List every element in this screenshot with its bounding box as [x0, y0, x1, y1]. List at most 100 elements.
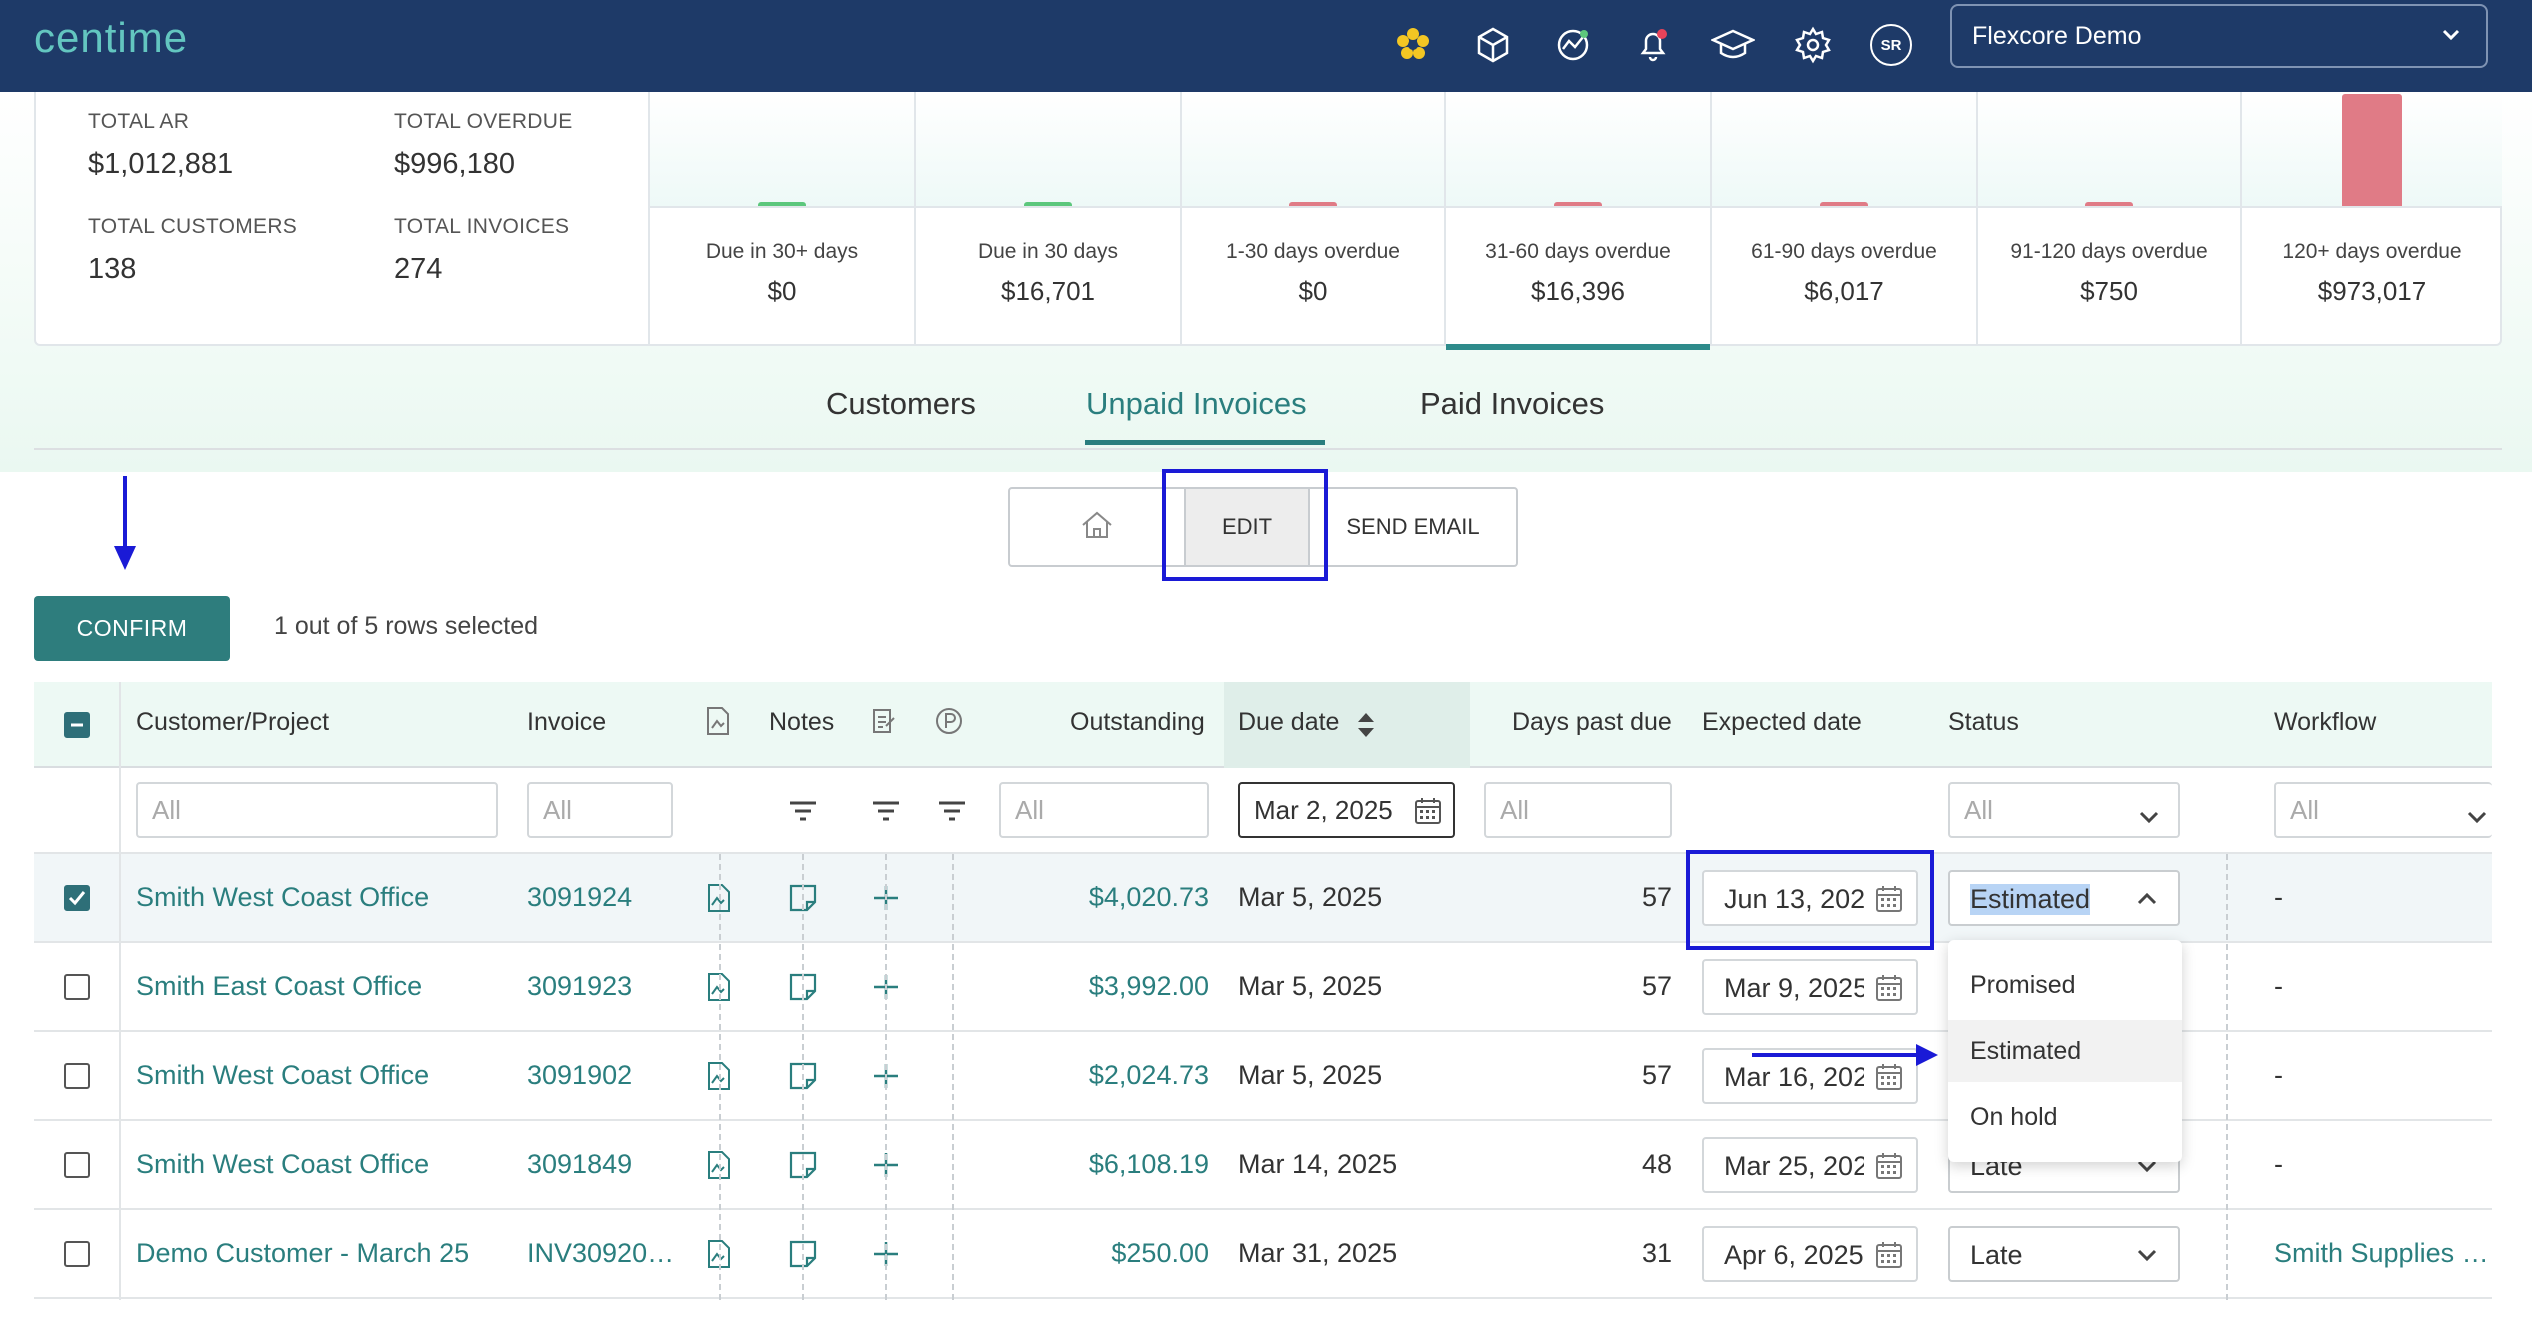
days-past-due-filter-input[interactable]: All: [1484, 782, 1672, 838]
expected-date-input[interactable]: Mar 16, 2025: [1702, 1048, 1918, 1104]
header-outstanding[interactable]: Outstanding: [1070, 708, 1205, 736]
note-icon[interactable]: [788, 972, 818, 1007]
aging-bucket[interactable]: 91-120 days overdue $750: [1976, 92, 2240, 346]
rows-selected-text: 1 out of 5 rows selected: [274, 612, 539, 640]
row-checkbox[interactable]: [64, 1063, 90, 1089]
aging-bucket[interactable]: 1-30 days overdue $0: [1180, 92, 1444, 346]
account-select[interactable]: Flexcore Demo: [1950, 4, 2488, 68]
customer-link[interactable]: Demo Customer - March 25: [136, 1238, 470, 1268]
send-email-button[interactable]: SEND EMAIL: [1346, 514, 1480, 539]
calendar-icon[interactable]: [1874, 973, 1904, 1008]
due-date-filter-input[interactable]: Mar 2, 2025: [1238, 782, 1455, 838]
status-option-estimated[interactable]: Estimated: [1948, 1020, 2182, 1082]
header-days-past-due[interactable]: Days past due: [1512, 708, 1672, 736]
flower-icon[interactable]: [1388, 20, 1438, 70]
row-checkbox[interactable]: [64, 1241, 90, 1267]
note-icon[interactable]: [788, 883, 818, 918]
sort-icon[interactable]: [1356, 710, 1376, 745]
header-invoice[interactable]: Invoice: [527, 708, 607, 736]
tab-unpaid-invoices[interactable]: Unpaid Invoices: [1086, 386, 1307, 421]
total-invoices-value: 274: [394, 253, 443, 285]
header-notes[interactable]: Notes: [769, 708, 835, 736]
customer-link[interactable]: Smith West Coast Office: [136, 1149, 430, 1179]
annotation-arrow-right: [1752, 1044, 1938, 1066]
header-expected-date[interactable]: Expected date: [1702, 708, 1862, 736]
tab-customers[interactable]: Customers: [826, 386, 976, 421]
calendar-icon[interactable]: [1874, 1062, 1904, 1097]
note-icon[interactable]: [788, 1061, 818, 1096]
calendar-icon[interactable]: [1874, 884, 1904, 919]
invoice-link[interactable]: 3091924: [527, 882, 633, 912]
table-row[interactable]: [34, 1121, 2492, 1210]
home-button[interactable]: [1010, 489, 1184, 565]
bucket-value: $16,396: [1531, 276, 1625, 306]
expected-date-input[interactable]: Apr 6, 2025: [1702, 1226, 1918, 1282]
status-filter-value: All: [1964, 794, 1993, 825]
header-customer[interactable]: Customer/Project: [136, 708, 330, 736]
bucket-chart-area: [1712, 92, 1976, 208]
filter-icon[interactable]: [788, 800, 818, 827]
tab-paid-invoices[interactable]: Paid Invoices: [1420, 386, 1605, 421]
total-ar-value: $1,012,881: [88, 148, 234, 180]
customer-link[interactable]: Smith West Coast Office: [136, 882, 430, 912]
expected-date-value: Mar 9, 2025: [1724, 973, 1864, 1003]
row-checkbox[interactable]: [64, 1152, 90, 1178]
settings-gear-icon[interactable]: [1788, 20, 1838, 70]
header-status[interactable]: Status: [1948, 708, 2019, 736]
expected-date-value: Jun 13, 2025: [1724, 884, 1864, 914]
invoice-filter-input[interactable]: All: [527, 782, 673, 838]
aging-bucket[interactable]: Due in 30 days $16,701: [914, 92, 1180, 346]
header-due-date[interactable]: Due date: [1238, 708, 1340, 736]
invoice-link[interactable]: 3091849: [527, 1149, 633, 1179]
customer-filter-input[interactable]: All: [136, 782, 498, 838]
aging-bucket[interactable]: 120+ days overdue $973,017: [2240, 92, 2502, 346]
expected-date-input[interactable]: Mar 9, 2025: [1702, 959, 1918, 1015]
workflow-filter-select[interactable]: All: [2274, 782, 2492, 838]
note-icon[interactable]: [788, 1239, 818, 1274]
cube-icon[interactable]: [1468, 20, 1518, 70]
analytics-icon[interactable]: [1548, 20, 1598, 70]
invoice-link[interactable]: 3091923: [527, 971, 633, 1001]
select-all-checkbox[interactable]: [64, 712, 90, 738]
bucket-value: $0: [1298, 276, 1328, 306]
calendar-icon[interactable]: [1874, 1240, 1904, 1275]
workflow-link[interactable]: Smith Supplies …: [2274, 1238, 2488, 1268]
note-icon[interactable]: [788, 1150, 818, 1185]
invoice-link[interactable]: 3091902: [527, 1060, 633, 1090]
row-checkbox[interactable]: [64, 974, 90, 1000]
calendar-icon[interactable]: [1874, 1151, 1904, 1186]
status-filter-select[interactable]: All: [1948, 782, 2180, 838]
invoice-link[interactable]: INV30920…: [527, 1238, 675, 1268]
customer-link[interactable]: Smith West Coast Office: [136, 1060, 430, 1090]
bucket-chart-area: [650, 92, 914, 208]
table-row[interactable]: [34, 1032, 2492, 1121]
outstanding-filter-input[interactable]: All: [999, 782, 1209, 838]
bucket-bar: [1820, 202, 1868, 206]
filter-icon[interactable]: [871, 800, 901, 827]
header-workflow[interactable]: Workflow: [2274, 708, 2377, 736]
table-row[interactable]: [34, 943, 2492, 1032]
total-overdue-label: TOTAL OVERDUE: [394, 110, 573, 133]
notification-bell-icon[interactable]: [1628, 20, 1678, 70]
aging-bucket[interactable]: 31-60 days overdue $16,396: [1444, 92, 1710, 350]
expected-date-input[interactable]: Mar 25, 2025: [1702, 1137, 1918, 1193]
user-avatar[interactable]: SR: [1866, 20, 1916, 70]
aging-bucket[interactable]: 61-90 days overdue $6,017: [1710, 92, 1976, 346]
outstanding-amount: $3,992.00: [1088, 971, 1209, 1001]
row-checkbox[interactable]: [64, 885, 90, 911]
customer-link[interactable]: Smith East Coast Office: [136, 971, 423, 1001]
status-option-promised[interactable]: Promised: [1970, 970, 2076, 999]
calendar-icon[interactable]: [1413, 796, 1443, 833]
tabs-divider: [34, 448, 2502, 450]
table-row[interactable]: [34, 1210, 2492, 1299]
status-option-on-hold[interactable]: On hold: [1970, 1102, 2058, 1131]
expected-date-input[interactable]: Jun 13, 2025: [1702, 870, 1918, 926]
status-select[interactable]: Late: [1948, 1226, 2180, 1282]
edit-button[interactable]: EDIT: [1184, 489, 1310, 565]
filter-icon[interactable]: [937, 800, 967, 827]
confirm-button[interactable]: CONFIRM: [34, 596, 230, 661]
aging-bucket[interactable]: Due in 30+ days $0: [648, 92, 914, 346]
status-select[interactable]: Estimated: [1948, 870, 2180, 926]
graduation-cap-icon[interactable]: [1708, 20, 1758, 70]
centime-logo[interactable]: centime: [34, 14, 189, 61]
